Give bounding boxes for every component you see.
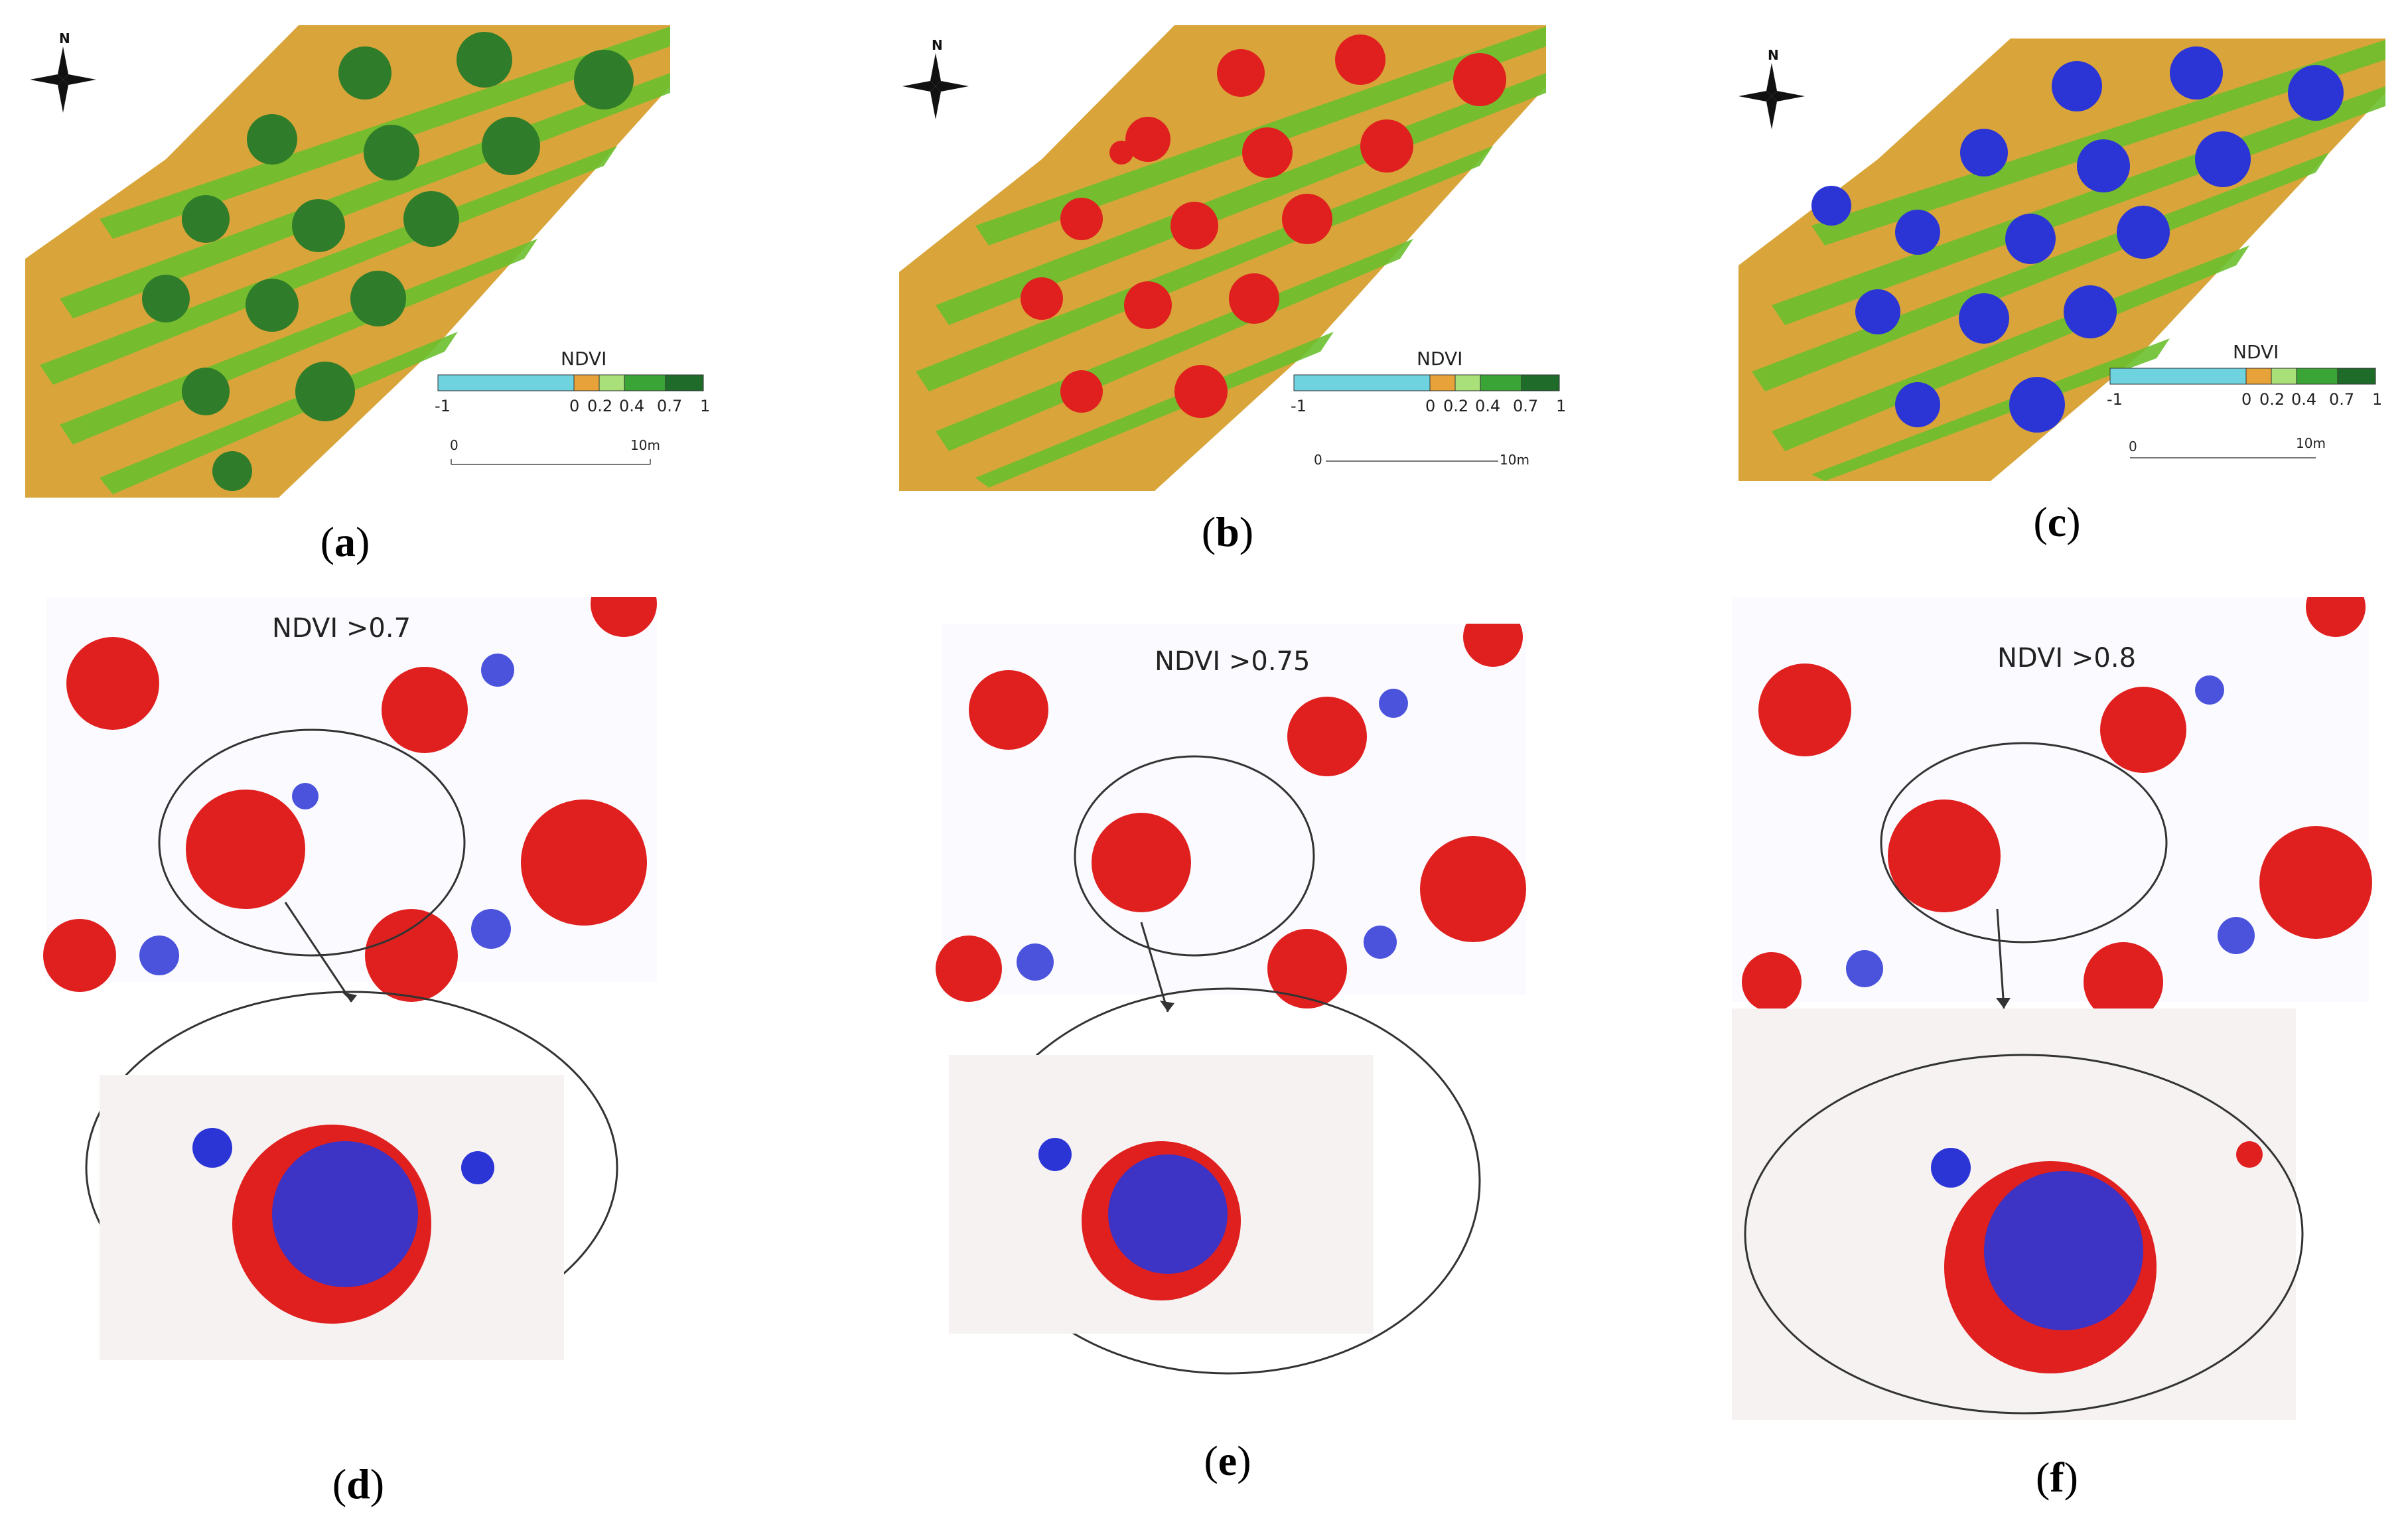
ndvi-map-b — [899, 25, 1546, 491]
ndvi-map-a — [25, 25, 670, 498]
legend-tick: 0.2 — [2259, 390, 2285, 409]
legend-tick: 0.4 — [2291, 390, 2316, 409]
legend-swatch-5 — [665, 374, 704, 391]
legend-tick: 0.7 — [657, 397, 682, 415]
legend-tick: 0 — [2241, 390, 2251, 409]
compass-north-label: N — [1768, 47, 1779, 63]
caption-c: (c) — [2033, 498, 2081, 545]
zoom-arrow — [284, 902, 353, 1003]
selection-ellipse — [1880, 742, 2168, 943]
legend-tick: 0 — [569, 397, 579, 415]
legend-tick: -1 — [1291, 397, 1307, 415]
detail-map-f — [1732, 597, 2369, 1002]
caption-a: (a) — [320, 518, 370, 565]
scale-start: 0 — [2129, 439, 2137, 454]
scale-start: 0 — [450, 437, 459, 453]
legend-title: NDVI — [561, 348, 606, 370]
canopy-patches-d — [43, 597, 657, 1002]
scale-end: 10m — [2296, 435, 2326, 451]
legend-tick: -1 — [435, 397, 451, 415]
zoom-patch-e — [1038, 1138, 1241, 1300]
legend-swatch-4 — [1480, 374, 1522, 391]
legend-title: NDVI — [2233, 341, 2279, 363]
zoom-arrow — [1140, 922, 1169, 1012]
legend-swatch-3 — [2271, 368, 2297, 385]
panel-f: NDVI >0.8 — [1732, 597, 2372, 1420]
legend-swatch-1 — [2109, 368, 2247, 385]
compass-north-label: N — [59, 31, 70, 46]
legend-swatch-3 — [599, 374, 625, 391]
threshold-label-f: NDVI >0.8 — [1997, 643, 2136, 673]
legend-swatch-2 — [2245, 368, 2272, 385]
selection-ellipse — [158, 729, 466, 957]
legend-tick: 0.7 — [2329, 390, 2354, 409]
legend-tick: 0.7 — [1513, 397, 1538, 415]
legend-swatch-3 — [1454, 374, 1481, 391]
legend-title: NDVI — [1417, 348, 1462, 370]
ndvi-map-c — [1738, 38, 2385, 481]
legend-tick: 0.4 — [619, 397, 644, 415]
zoom-patch-f — [1931, 1141, 2263, 1373]
zoom-ellipse — [1744, 1054, 2304, 1415]
legend-swatch-2 — [1429, 374, 1456, 391]
legend-tick: 1 — [2372, 390, 2382, 409]
compass-rose: N — [1738, 47, 1805, 129]
compass-rose: N — [902, 37, 969, 119]
legend-c: NDVI -1 0 0.2 0.4 0.7 1 0 10m — [2107, 341, 2382, 458]
panel-c-map: N — [1738, 38, 2385, 481]
legend-b: NDVI -1 0 0.2 0.4 0.7 1 0 10m — [1291, 348, 1566, 468]
legend-tick: 1 — [700, 397, 710, 415]
blue-patches-e — [1017, 689, 1408, 981]
panel-b-map: N — [899, 25, 1546, 491]
canopy-patches-f — [1742, 597, 2372, 1022]
legend-swatch-1 — [437, 374, 575, 391]
blue-patches-d — [139, 654, 514, 975]
caption-e: (e) — [1204, 1437, 1251, 1484]
selection-ellipse — [1074, 755, 1315, 957]
legend-swatch-4 — [2296, 368, 2338, 385]
legend-tick: 0.4 — [1475, 397, 1500, 415]
legend-swatch-1 — [1293, 374, 1431, 391]
zoom-arrow — [1996, 908, 2005, 1009]
compass-north-label: N — [932, 37, 943, 53]
canopy-patches-e — [936, 624, 1526, 1008]
panel-a-map: N — [25, 25, 670, 498]
caption-b: (b) — [1201, 508, 1254, 555]
legend-tick: 0 — [1425, 397, 1435, 415]
legend-a: NDVI -1 0 0.2 0.4 0.7 1 0 10m — [435, 348, 710, 465]
legend-tick: 0.2 — [587, 397, 612, 415]
legend-swatch-2 — [573, 374, 600, 391]
caption-d: (d) — [332, 1460, 385, 1507]
scale-end: 10m — [630, 437, 660, 453]
threshold-label-d: NDVI >0.7 — [272, 613, 411, 644]
legend-swatch-4 — [624, 374, 666, 391]
legend-tick: 1 — [1556, 397, 1566, 415]
blue-patches-f — [1846, 675, 2255, 987]
scale-end: 10m — [1500, 452, 1529, 468]
legend-swatch-5 — [1521, 374, 1560, 391]
legend-tick: 0.2 — [1443, 397, 1468, 415]
panel-e: NDVI >0.75 — [936, 624, 1526, 1375]
compass-rose: N — [30, 31, 96, 113]
legend-swatch-5 — [2337, 368, 2376, 385]
zoom-patch-d — [192, 1125, 494, 1324]
caption-f: (f) — [2036, 1454, 2078, 1501]
threshold-label-e: NDVI >0.75 — [1155, 646, 1310, 677]
legend-tick: -1 — [2107, 390, 2123, 409]
scale-start: 0 — [1314, 452, 1322, 468]
panel-d: NDVI >0.7 — [43, 597, 657, 1360]
